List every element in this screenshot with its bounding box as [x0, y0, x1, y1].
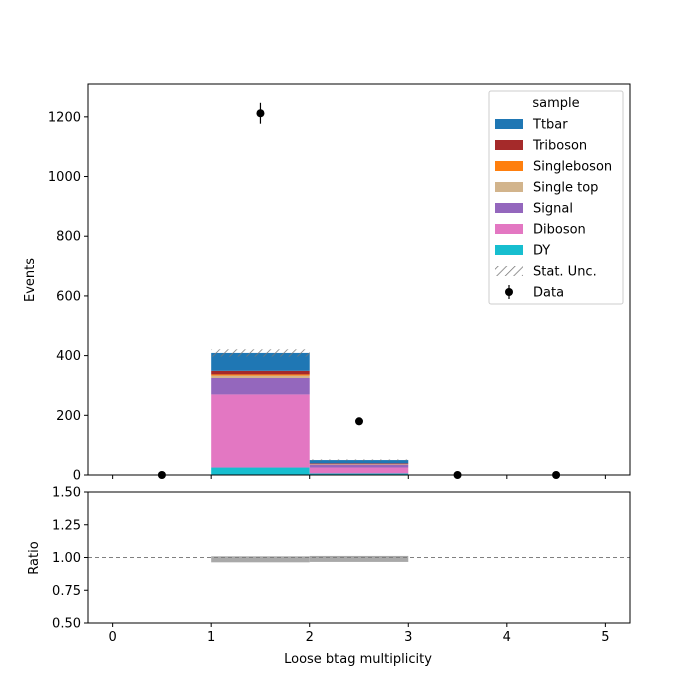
x-axis-label: Loose btag multiplicity — [284, 652, 432, 667]
series-triboson — [211, 370, 409, 464]
legend-swatch — [495, 245, 523, 255]
legend-swatch — [495, 140, 523, 150]
y-tick-label: 1000 — [48, 170, 81, 185]
bar-segment — [211, 394, 310, 468]
legend-swatch — [495, 161, 523, 171]
series-single-top — [211, 375, 409, 465]
stat-uncertainty — [211, 349, 409, 461]
bar-segment — [211, 375, 310, 378]
legend-label: Ttbar — [532, 118, 568, 133]
data-point — [355, 417, 363, 426]
legend-item: Single top — [495, 181, 598, 196]
ratio-unc-band — [309, 555, 409, 562]
ratio-y-tick-label: 1.25 — [52, 518, 81, 533]
data-points — [157, 102, 561, 479]
series-singleboson — [211, 374, 409, 465]
ratio-y-tick-label: 1.50 — [52, 486, 81, 501]
legend-item: Stat. Unc. — [495, 265, 597, 280]
series-diboson — [211, 394, 409, 474]
legend: sample Ttbar Triboson Singleboson Single to… — [488, 90, 624, 305]
x-tick-label: 0 — [108, 630, 116, 645]
y-tick-label: 0 — [73, 469, 81, 484]
bar-segment — [309, 463, 409, 464]
bar-segment — [309, 460, 409, 464]
legend-item: Signal — [495, 202, 573, 217]
legend-label: Triboson — [532, 139, 587, 154]
main-plot-frame — [87, 83, 631, 476]
legend-item: Triboson — [495, 139, 587, 154]
legend-label: Signal — [533, 202, 573, 217]
bar-segment — [211, 352, 310, 371]
y-axis-label: Events — [23, 258, 38, 302]
legend-swatch — [495, 266, 523, 276]
stat-unc-band — [211, 349, 310, 357]
y-tick-label: 1200 — [48, 110, 81, 125]
data-point — [256, 109, 265, 118]
series-dy — [211, 467, 409, 475]
ratio-plot: 0.50 0.75 1.00 1.25 1.50 0 1 2 3 4 5 — [52, 486, 631, 645]
legend-item: Diboson — [495, 223, 586, 238]
legend-item: Singleboson — [495, 160, 612, 175]
x-tick-label: 3 — [404, 630, 412, 645]
x-tick-label: 5 — [601, 630, 609, 645]
legend-label: DY — [533, 244, 550, 259]
bar-segment — [309, 464, 409, 468]
legend-label: Data — [533, 286, 564, 301]
legend-label: Diboson — [533, 223, 586, 238]
bar-segment — [211, 467, 310, 475]
legend-item: DY — [495, 244, 550, 259]
ratio-y-axis-label: Ratio — [27, 541, 42, 574]
series-signal — [211, 377, 409, 468]
legend-label: Stat. Unc. — [533, 265, 597, 280]
x-tick-label: 4 — [503, 630, 511, 645]
legend-marker — [505, 288, 513, 296]
x-tick-label: 1 — [207, 630, 215, 645]
main-plot: 0 200 400 600 800 1000 1200 — [48, 83, 631, 484]
legend-swatch — [495, 182, 523, 192]
bar-segment — [309, 473, 409, 475]
y-tick-label: 200 — [56, 409, 81, 424]
ratio-y-tick-label: 1.00 — [52, 551, 81, 566]
bar-segment — [211, 374, 310, 376]
y-tick-label: 400 — [56, 349, 81, 364]
legend-item: Data — [505, 285, 564, 301]
bar-segment — [211, 370, 310, 375]
legend-label: Singleboson — [533, 160, 612, 175]
series-ttbar — [211, 352, 409, 464]
bar-segment — [211, 377, 310, 395]
stat-unc-band — [309, 459, 409, 461]
legend-item: Ttbar — [495, 118, 568, 133]
y-tick-label: 800 — [56, 230, 81, 245]
legend-swatch — [495, 203, 523, 213]
legend-title: sample — [532, 96, 579, 111]
ratio-y-tick-label: 0.50 — [52, 617, 81, 632]
legend-swatch — [495, 224, 523, 234]
bar-segment — [309, 467, 409, 474]
ratio-y-tick-label: 0.75 — [52, 584, 81, 599]
legend-swatch — [495, 119, 523, 129]
x-tick-label: 2 — [306, 630, 314, 645]
legend-label: Single top — [533, 181, 598, 196]
y-tick-label: 600 — [56, 289, 81, 304]
ratio-unc-band — [211, 556, 310, 563]
